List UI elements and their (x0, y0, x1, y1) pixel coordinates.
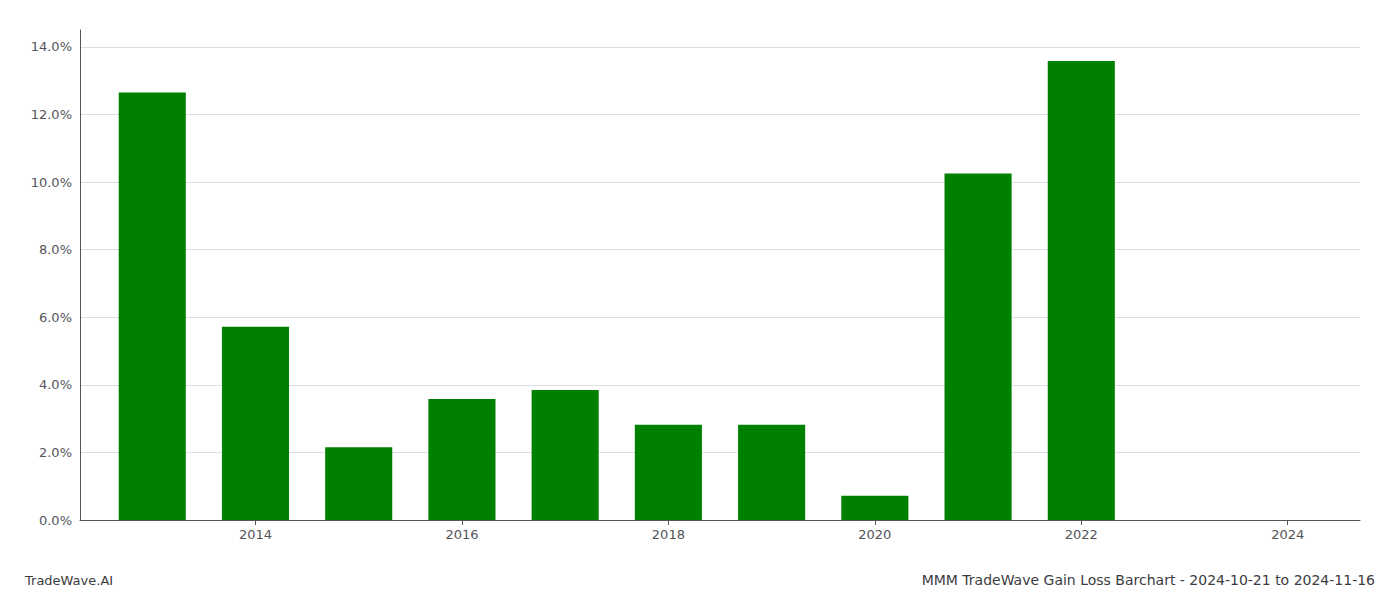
svg-text:8.0%: 8.0% (39, 242, 72, 257)
svg-text:2016: 2016 (445, 527, 478, 542)
svg-text:2022: 2022 (1065, 527, 1098, 542)
svg-text:12.0%: 12.0% (31, 107, 72, 122)
svg-text:2020: 2020 (858, 527, 891, 542)
svg-text:0.0%: 0.0% (39, 513, 72, 528)
svg-text:2014: 2014 (239, 527, 272, 542)
svg-text:10.0%: 10.0% (31, 175, 72, 190)
svg-text:4.0%: 4.0% (39, 377, 72, 392)
svg-text:6.0%: 6.0% (39, 310, 72, 325)
svg-text:14.0%: 14.0% (31, 39, 72, 54)
svg-text:2.0%: 2.0% (39, 445, 72, 460)
svg-text:TradeWave.AI: TradeWave.AI (24, 573, 113, 588)
svg-text:2018: 2018 (652, 527, 685, 542)
svg-text:MMM TradeWave Gain Loss Barcha: MMM TradeWave Gain Loss Barchart - 2024-… (922, 572, 1375, 588)
svg-text:2024: 2024 (1271, 527, 1304, 542)
